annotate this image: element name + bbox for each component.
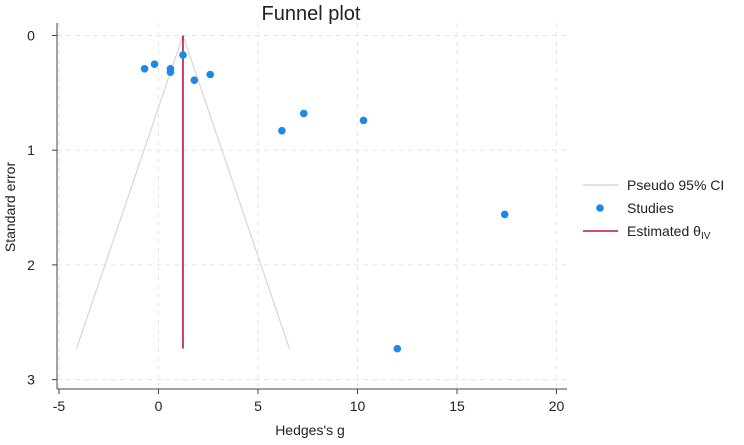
study-point bbox=[278, 126, 286, 135]
study-point bbox=[500, 210, 509, 219]
x-axis-ticks: -5 0 5 10 15 20 bbox=[53, 389, 565, 414]
x-tick-label: 10 bbox=[350, 398, 366, 414]
study-point bbox=[166, 68, 175, 77]
chart-title: Funnel plot bbox=[262, 3, 361, 25]
study-point bbox=[359, 116, 368, 125]
study-point bbox=[179, 51, 187, 59]
y-axis-ticks: 0 1 2 3 bbox=[27, 28, 57, 388]
grid-lines bbox=[57, 23, 567, 389]
pseudo-ci-lines bbox=[75, 35, 291, 349]
legend-label-pseudo-ci: Pseudo 95% CI bbox=[627, 177, 724, 193]
legend-theta-text: Estimated θ bbox=[627, 223, 701, 239]
legend-studies-swatch bbox=[596, 204, 604, 212]
y-tick-label: 3 bbox=[27, 372, 35, 388]
y-tick-label: 2 bbox=[27, 257, 35, 273]
study-point bbox=[190, 76, 199, 85]
legend: Pseudo 95% CI Studies Estimated θIV bbox=[583, 177, 724, 242]
y-tick-label: 0 bbox=[27, 28, 35, 44]
legend-theta-subscript: IV bbox=[701, 231, 711, 242]
y-tick-label: 1 bbox=[27, 142, 35, 158]
x-tick-label: -5 bbox=[53, 398, 66, 414]
study-points bbox=[140, 51, 509, 353]
x-tick-label: 15 bbox=[449, 398, 465, 414]
study-point bbox=[299, 109, 308, 118]
ci-line-left bbox=[75, 35, 184, 349]
x-axis-title: Hedges's g bbox=[275, 422, 345, 438]
ci-line-right bbox=[182, 35, 291, 349]
study-point bbox=[140, 64, 149, 73]
legend-label-studies: Studies bbox=[627, 200, 674, 216]
study-point bbox=[393, 344, 402, 353]
study-point bbox=[150, 60, 159, 68]
x-tick-label: 0 bbox=[155, 398, 163, 414]
study-point bbox=[206, 70, 215, 79]
x-tick-label: 5 bbox=[254, 398, 262, 414]
y-axis-title: Standard error bbox=[2, 162, 18, 253]
x-tick-label: 20 bbox=[549, 398, 565, 414]
plot-area-frame bbox=[56, 23, 567, 390]
legend-label-estimated-theta: Estimated θIV bbox=[627, 223, 711, 242]
